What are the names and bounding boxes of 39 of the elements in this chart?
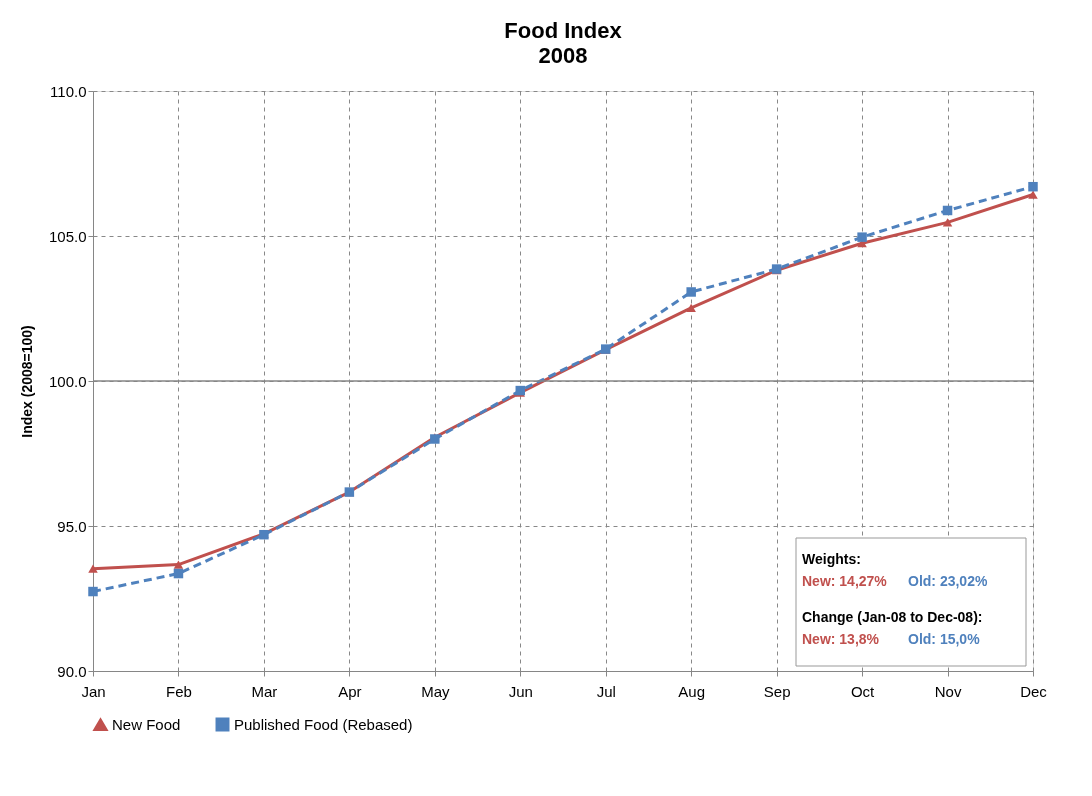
legend-label: New Food [112,715,181,733]
point [942,205,953,216]
x-tick-label: Jul [596,682,616,700]
y-tick-label: 110.0 [50,82,87,100]
annotation: Change (Jan-08 to Dec-08): [802,609,983,625]
annotation: Weights: [802,551,861,567]
y-axis-title: Index (2008=100) [18,325,35,438]
x-tick-label: Feb [166,682,192,700]
annotation: New: 14,27% [802,573,888,589]
x-tick-label: Oct [850,682,876,700]
x-tick-label: Mar [251,682,278,700]
point [857,232,867,242]
y-tick-label: 105.0 [48,227,87,245]
x-tick-label: Jun [508,682,533,700]
point [686,303,696,313]
annotation: Old: 15,0% [908,631,981,647]
y-tick-label: 100.0 [48,372,87,390]
point [173,568,184,579]
point [88,564,98,573]
chart-title: Food Index [504,18,623,43]
annotation: New: 13,8% [802,631,880,647]
point [173,560,184,569]
chart-subtitle: 2008 [538,43,588,68]
legend-label: Published Food (Rebased) [234,715,413,733]
x-tick-label: Apr [338,682,362,700]
point [1028,181,1038,192]
x-tick-label: Aug [678,682,706,700]
x-tick-label: Sep [763,682,791,700]
x-tick-label: Dec [1020,682,1048,700]
x-tick-label: Jan [81,682,106,700]
y-tick-label: 90.0 [57,662,87,680]
point [686,287,696,297]
annotation: Old: 23,02% [908,573,988,589]
y-tick-label: 95.0 [57,517,87,535]
point [1028,190,1038,199]
point [88,586,98,597]
x-tick-label: Nov [934,682,962,700]
x-tick-label: May [421,682,450,700]
point [942,218,953,227]
